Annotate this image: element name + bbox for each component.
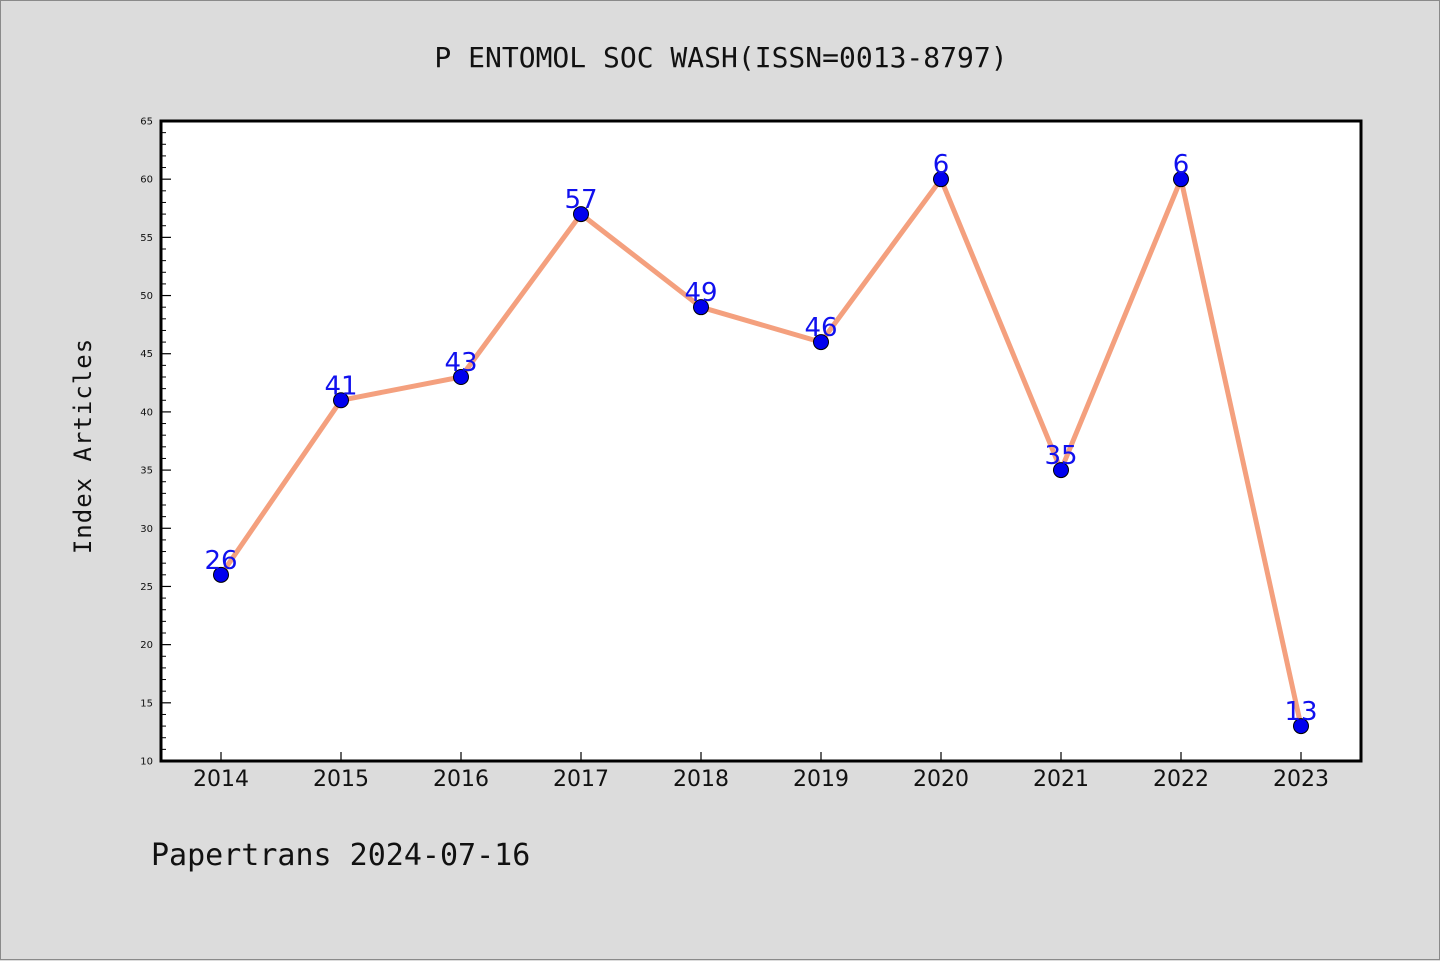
data-point [213, 566, 229, 583]
data-point [1293, 718, 1309, 735]
data-label: 6 [933, 150, 950, 180]
series-line [218, 176, 1304, 727]
data-labels: 26 41 43 57 49 46 6 35 6 13 [204, 150, 1317, 727]
y-tick-label: 60 [140, 175, 153, 186]
y-tick-label: 15 [140, 698, 153, 709]
y-tick-label: 55 [140, 233, 153, 244]
y-axis-label: Index Articles [69, 338, 97, 554]
y-tick-label: 65 [140, 117, 153, 128]
data-point [333, 392, 349, 409]
x-tick-label: 2018 [673, 767, 729, 792]
y-tick-label: 25 [140, 582, 153, 593]
data-point [573, 206, 589, 223]
data-point [693, 299, 709, 316]
x-tick-label: 2022 [1153, 767, 1209, 792]
plot-border [159, 119, 1363, 763]
data-point [933, 171, 949, 188]
data-point [1053, 462, 1069, 479]
y-tick-label: 20 [140, 640, 153, 651]
data-label: 41 [324, 371, 357, 401]
data-label: 43 [444, 348, 477, 378]
data-label: 6 [1173, 150, 1190, 180]
data-point [453, 369, 469, 385]
x-tick-label: 2021 [1033, 767, 1089, 792]
data-point [813, 334, 829, 351]
y-tick-label: 40 [140, 407, 153, 418]
x-tick-label: 2015 [313, 767, 369, 792]
y-tick-label: 30 [140, 524, 153, 535]
data-point [1173, 171, 1189, 188]
data-points [213, 171, 1309, 735]
y-tick-label: 50 [140, 291, 153, 302]
x-tick-label: 2017 [553, 767, 609, 792]
x-tick-label: 2019 [793, 767, 849, 792]
data-label: 26 [204, 546, 237, 576]
y-tick-label: 45 [140, 349, 153, 360]
data-label: 13 [1284, 697, 1317, 727]
data-label: 35 [1044, 441, 1077, 471]
plot-area [161, 121, 1361, 761]
y-tick-label: 35 [140, 466, 153, 477]
x-tick-label: 2016 [433, 767, 489, 792]
y-tick-label: 10 [140, 757, 153, 768]
x-tick-label: 2014 [193, 767, 249, 792]
x-tick-label: 2020 [913, 767, 969, 792]
data-label: 49 [684, 278, 717, 308]
data-label: 46 [804, 313, 837, 343]
chart-title: P ENTOMOL SOC WASH(ISSN=0013-8797) [434, 41, 1007, 74]
data-label: 57 [564, 185, 597, 215]
footer-text: Papertrans 2024-07-16 [151, 838, 530, 873]
x-tick-label: 2023 [1273, 767, 1329, 792]
x-axis-ticks: 2014 2015 2016 2017 2018 2019 2020 2021 2022 2023 [193, 752, 1329, 792]
